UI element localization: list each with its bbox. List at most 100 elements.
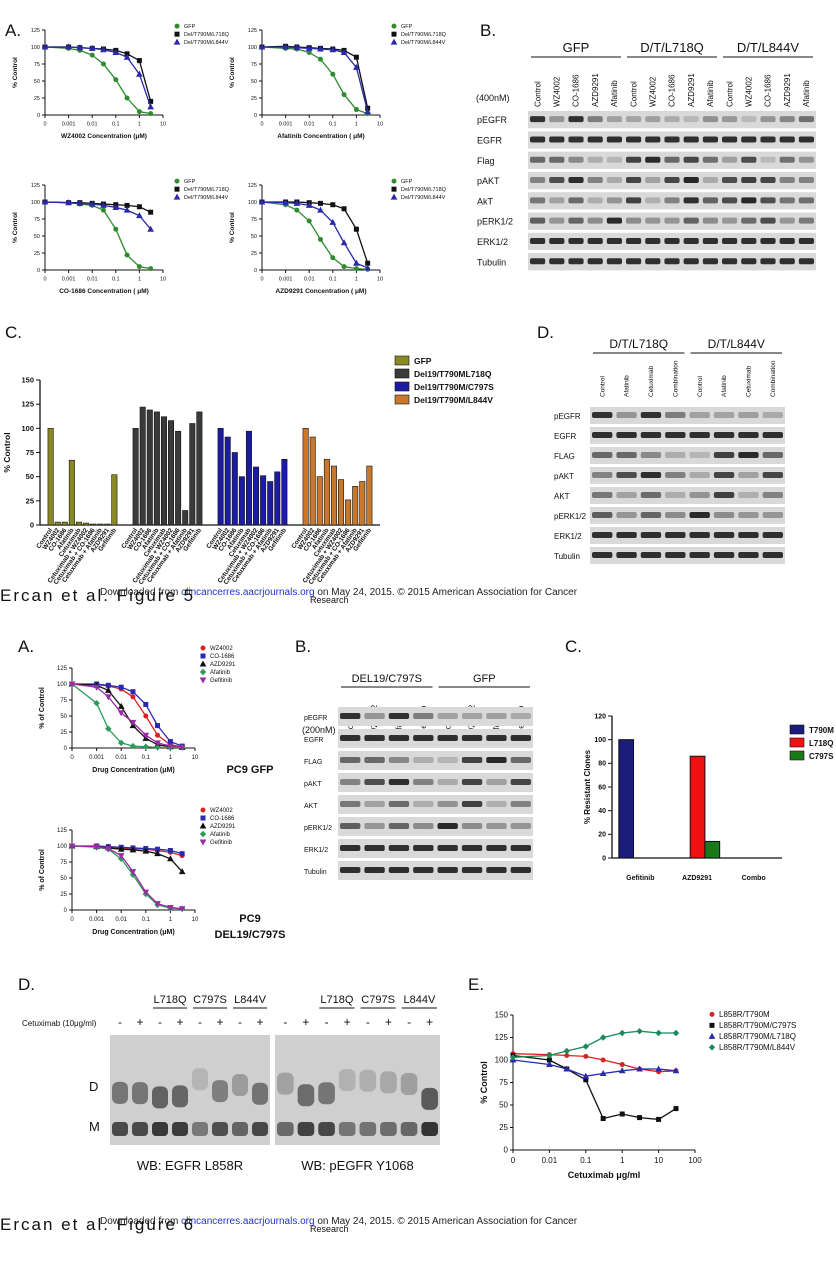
sign-label: - (198, 1015, 202, 1029)
blot-band (388, 845, 410, 851)
footer-link[interactable]: clincancerres.aacrjournals.org (181, 1216, 314, 1227)
blot-band (616, 512, 637, 518)
blot-band (741, 197, 757, 204)
data-point (546, 1060, 553, 1067)
legend-swatch (789, 750, 805, 761)
blot-strip (338, 751, 533, 770)
data-point (89, 52, 95, 58)
legend-marker (174, 31, 180, 37)
blot-band (413, 757, 434, 763)
footer-link[interactable]: clincancerres.aacrjournals.org (181, 587, 314, 598)
blot-band (722, 258, 738, 265)
legend-label: L858R/T790M/C797S (719, 1021, 796, 1030)
chart-label: PC9 GFP (226, 764, 273, 776)
y-tick-label: 75 (499, 1078, 508, 1087)
data-point (317, 56, 323, 62)
y-tick-label: 0 (37, 268, 40, 274)
data-point (147, 103, 155, 110)
bar (139, 406, 146, 526)
bar (75, 521, 82, 526)
data-point (129, 869, 137, 876)
bar (359, 481, 366, 526)
blot-band (568, 237, 584, 244)
blot-band (741, 258, 757, 265)
data-point (599, 1069, 607, 1076)
bar (175, 430, 182, 526)
y-tick-label: 125 (31, 28, 40, 34)
data-point (117, 845, 125, 852)
gel-group-label: L718Q (153, 994, 186, 1006)
blot-band (665, 412, 686, 418)
blot-band (626, 258, 642, 265)
footer-suffix: on May 24, 2015. © 2015 American Associa… (315, 1216, 578, 1227)
data-point (142, 847, 150, 854)
blot-band (689, 512, 710, 518)
blot-row-label: pEGFR (304, 715, 327, 722)
data-point (167, 847, 173, 853)
blot-band (549, 177, 565, 184)
y-tick-label: 25 (251, 96, 257, 102)
blot-band (713, 412, 735, 418)
gel-band (359, 1122, 377, 1136)
data-point (154, 850, 161, 857)
legend-label: GFP (401, 179, 413, 185)
blot-band (437, 757, 458, 763)
y-tick-label: 0 (254, 113, 257, 119)
blot-band (722, 197, 738, 204)
blot-band (461, 735, 483, 741)
blot-band (713, 532, 735, 538)
blot-band (616, 532, 637, 538)
data-point (637, 1115, 643, 1121)
blot-strip (338, 773, 533, 792)
blot-band (388, 757, 410, 763)
blot-band (689, 472, 710, 478)
x-tick-label: 0.1 (329, 277, 337, 283)
blot-row-label: pEGFR (554, 412, 581, 421)
blot-row-label: pEGFR (477, 115, 508, 125)
blot-band (798, 136, 814, 143)
blot-strip (590, 447, 785, 464)
blot-band (486, 845, 507, 851)
bar (238, 476, 245, 526)
x-tick-label: 0.01 (115, 755, 127, 761)
figure-label: Ercan et al. Figure 6 (0, 1215, 195, 1234)
y-tick-label: 80 (598, 761, 606, 768)
data-point (100, 61, 106, 67)
data-point (582, 1072, 590, 1079)
blot-row-label: ERK1/2 (304, 847, 328, 854)
legend-swatch (394, 368, 410, 379)
blot-band (722, 116, 738, 123)
blot-band (798, 177, 814, 184)
blot-band (340, 823, 361, 829)
y-tick-label: 25 (251, 251, 257, 257)
blot-band (664, 217, 680, 224)
blot-band (760, 217, 776, 224)
data-point (113, 226, 119, 232)
data-point (65, 199, 72, 206)
x-tick-label: 0.01 (304, 277, 315, 283)
x-tick-label: 0.001 (89, 917, 105, 923)
blot-band (530, 136, 546, 143)
blot-band (722, 156, 738, 163)
chart-label: PC9 (239, 913, 260, 925)
y-tick-label: 150 (495, 1011, 509, 1020)
sign-label: + (136, 1015, 143, 1029)
data-point (117, 710, 125, 717)
blot-band (702, 136, 718, 143)
blot-band (798, 197, 814, 204)
lane-label: Control (725, 81, 734, 107)
x-tick-label: Combo (742, 875, 766, 882)
blot-strip (338, 707, 533, 726)
bar (54, 521, 61, 526)
blot-band (762, 452, 783, 458)
blot-strip (590, 527, 785, 544)
blot-band (549, 197, 565, 204)
y-tick-label: 100 (495, 1056, 509, 1065)
y-tick-label: 75 (34, 62, 40, 68)
sign-label: - (238, 1015, 242, 1029)
x-tick-label: 0.1 (329, 122, 337, 128)
data-point (364, 264, 372, 271)
blot-band (689, 412, 710, 418)
x-tick-label: 0.01 (304, 122, 315, 128)
footer-cut: Research (310, 1224, 349, 1234)
